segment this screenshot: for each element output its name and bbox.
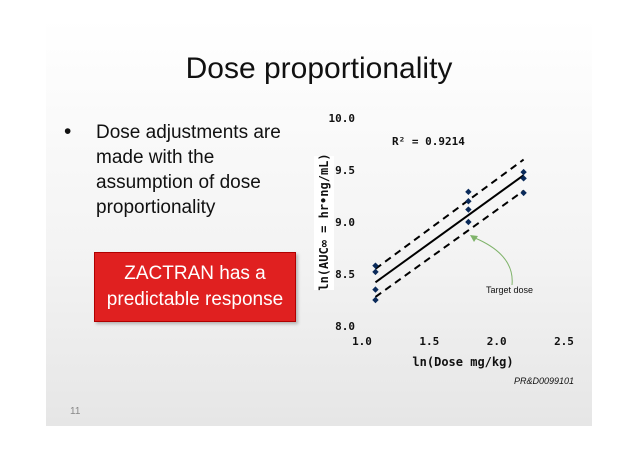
data-point xyxy=(465,198,472,205)
bullet-text: Dose adjustments are made with the assum… xyxy=(96,122,281,218)
data-point xyxy=(465,188,472,196)
y-axis-label-box xyxy=(314,156,334,290)
x-tick-label: 2.0 xyxy=(487,335,507,348)
regression-line xyxy=(374,174,525,284)
data-point xyxy=(520,175,527,182)
y-tick-label: 9.5 xyxy=(335,164,355,177)
target-dose-label: Target dose xyxy=(486,285,533,295)
page-number: 11 xyxy=(70,406,81,417)
x-tick-label: 2.5 xyxy=(554,335,574,348)
bullet-dot-icon: • xyxy=(64,120,72,143)
data-point xyxy=(465,206,472,213)
data-point xyxy=(372,262,379,269)
r-squared-label: R² = 0.9214 xyxy=(392,135,465,148)
data-point xyxy=(372,296,379,304)
y-axis-title: ln(AUC∞ = hr•ng/mL) xyxy=(317,153,331,290)
data-point xyxy=(520,189,527,197)
x-tick-label: 1.0 xyxy=(352,335,372,348)
x-axis-title: ln(Dose mg/kg) xyxy=(412,355,513,369)
data-point xyxy=(372,268,379,276)
target-dose-arrowhead-icon xyxy=(470,235,478,242)
y-tick-label: 10.0 xyxy=(329,112,356,125)
y-tick-label: 9.0 xyxy=(335,216,355,229)
lower-confidence-line xyxy=(374,189,525,298)
data-point xyxy=(465,218,472,226)
upper-confidence-line xyxy=(374,158,525,270)
y-tick-label: 8.5 xyxy=(335,268,355,281)
target-dose-arrow xyxy=(474,237,513,286)
slide-title: Dose proportionality xyxy=(185,52,453,85)
callout-box: ZACTRAN has a predictable response xyxy=(94,252,296,322)
data-point xyxy=(520,168,527,176)
document-code: PR&D0099101 xyxy=(514,376,575,386)
y-tick-label: 8.0 xyxy=(335,320,355,333)
data-point xyxy=(372,286,379,293)
x-tick-label: 1.5 xyxy=(419,335,439,348)
